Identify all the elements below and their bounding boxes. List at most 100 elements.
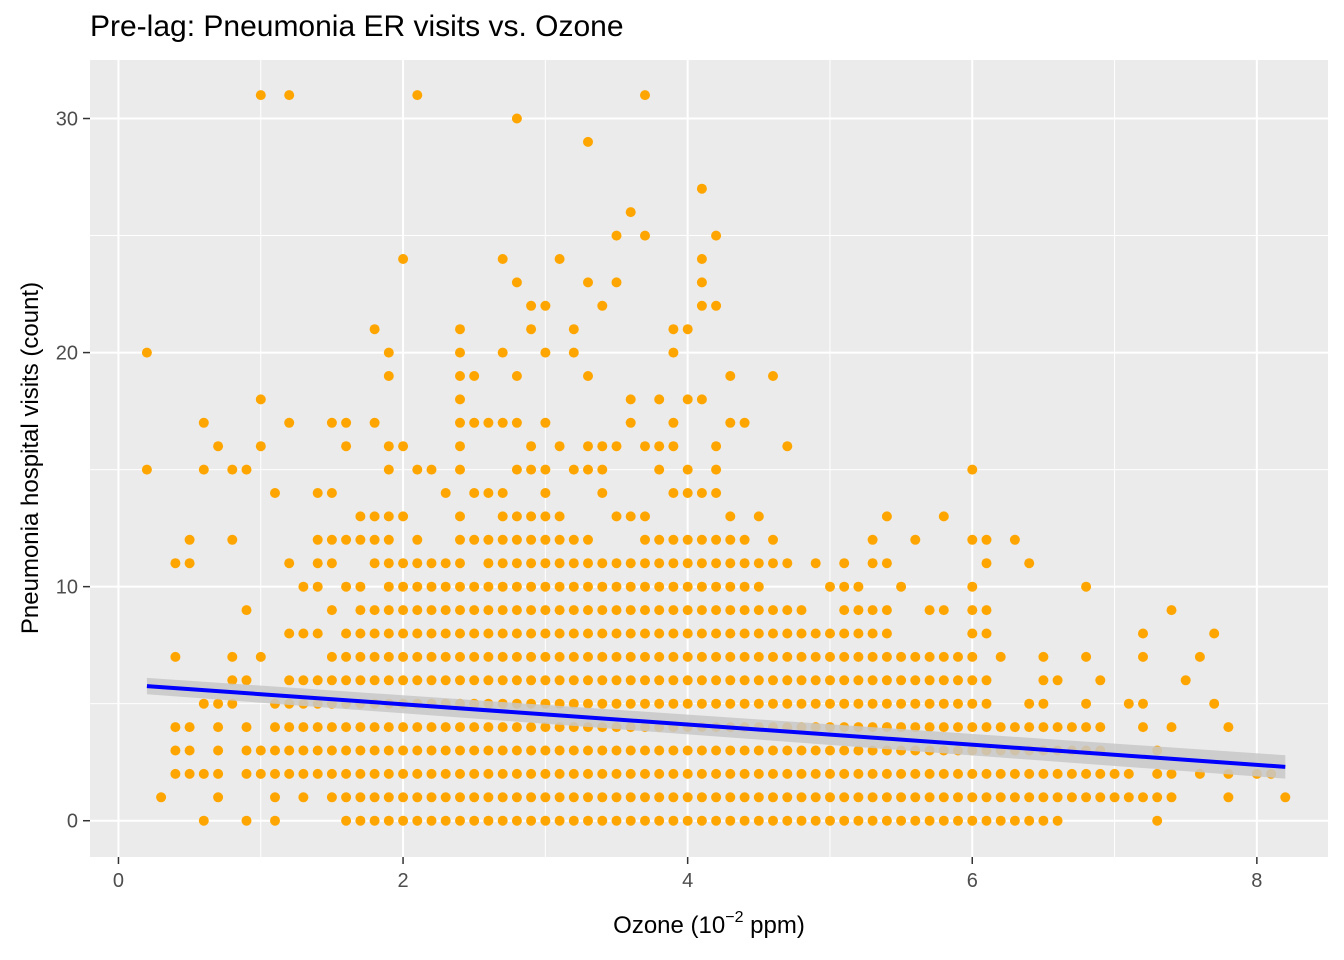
data-point bbox=[725, 417, 736, 428]
data-point bbox=[953, 651, 963, 662]
data-point bbox=[825, 675, 835, 686]
data-point bbox=[255, 441, 266, 452]
data-point bbox=[640, 230, 650, 241]
data-point bbox=[825, 768, 835, 779]
data-point bbox=[455, 651, 465, 662]
data-point bbox=[540, 722, 551, 733]
data-point bbox=[1024, 698, 1035, 709]
data-point bbox=[711, 745, 722, 756]
data-point bbox=[326, 558, 337, 569]
data-point bbox=[426, 605, 437, 616]
data-point bbox=[483, 581, 494, 592]
data-point bbox=[483, 722, 494, 733]
trend-line bbox=[146, 684, 1286, 769]
data-point bbox=[398, 511, 409, 522]
data-point bbox=[469, 651, 480, 662]
data-point bbox=[711, 488, 722, 498]
data-point bbox=[796, 792, 807, 803]
data-point bbox=[383, 441, 394, 452]
data-point bbox=[554, 745, 565, 756]
data-point bbox=[455, 558, 465, 569]
data-point bbox=[554, 534, 565, 545]
data-point bbox=[511, 815, 522, 826]
data-point bbox=[611, 675, 622, 686]
data-point bbox=[1052, 815, 1063, 826]
data-point bbox=[412, 464, 423, 475]
data-point bbox=[398, 605, 409, 616]
data-point bbox=[241, 675, 252, 686]
data-point bbox=[497, 511, 508, 522]
data-point bbox=[398, 651, 409, 662]
data-point bbox=[725, 511, 736, 522]
data-point bbox=[455, 722, 465, 733]
data-point bbox=[597, 581, 608, 592]
data-point bbox=[511, 605, 522, 616]
data-point bbox=[440, 722, 451, 733]
data-point bbox=[526, 675, 537, 686]
data-point bbox=[597, 300, 608, 311]
data-point bbox=[696, 792, 707, 803]
data-point bbox=[839, 558, 850, 569]
data-point bbox=[1123, 698, 1134, 709]
data-point bbox=[526, 558, 537, 569]
data-point bbox=[469, 722, 480, 733]
data-point bbox=[867, 628, 878, 639]
data-point bbox=[184, 722, 195, 733]
data-point bbox=[497, 488, 508, 498]
data-point bbox=[654, 792, 665, 803]
data-point bbox=[526, 768, 537, 779]
data-point bbox=[1166, 768, 1177, 779]
data-point bbox=[967, 581, 978, 592]
data-point bbox=[426, 815, 437, 826]
data-point bbox=[298, 768, 309, 779]
data-point bbox=[867, 698, 878, 709]
data-point bbox=[696, 745, 707, 756]
data-point bbox=[412, 745, 423, 756]
data-point bbox=[839, 628, 850, 639]
data-point bbox=[583, 534, 593, 545]
data-point bbox=[497, 722, 508, 733]
data-point bbox=[1109, 768, 1120, 779]
data-point bbox=[981, 815, 992, 826]
data-point bbox=[184, 534, 195, 545]
data-point bbox=[455, 347, 465, 358]
data-point bbox=[640, 558, 650, 569]
data-point bbox=[227, 464, 238, 475]
data-point bbox=[198, 768, 209, 779]
data-point bbox=[483, 417, 494, 428]
data-point bbox=[213, 698, 224, 709]
data-point bbox=[839, 581, 850, 592]
data-point bbox=[198, 698, 209, 709]
data-point bbox=[1166, 722, 1177, 733]
data-point bbox=[568, 464, 579, 475]
data-point bbox=[526, 792, 537, 803]
data-point bbox=[853, 745, 864, 756]
data-point bbox=[881, 675, 892, 686]
data-point bbox=[383, 628, 394, 639]
data-point bbox=[625, 511, 636, 522]
data-point bbox=[455, 464, 465, 475]
data-point bbox=[995, 815, 1006, 826]
data-point bbox=[1052, 675, 1063, 686]
data-point bbox=[938, 651, 949, 662]
data-point bbox=[554, 581, 565, 592]
data-point bbox=[668, 675, 679, 686]
data-point bbox=[270, 722, 280, 733]
data-point bbox=[796, 675, 807, 686]
data-point bbox=[426, 558, 437, 569]
data-point bbox=[398, 558, 409, 569]
data-point bbox=[540, 534, 551, 545]
data-point bbox=[1081, 651, 1092, 662]
data-point bbox=[981, 722, 992, 733]
data-point bbox=[583, 675, 593, 686]
data-point bbox=[853, 698, 864, 709]
data-point bbox=[583, 651, 593, 662]
y-axis-title: Pneumonia hospital visits (count) bbox=[17, 282, 44, 634]
data-point bbox=[625, 675, 636, 686]
data-point bbox=[412, 558, 423, 569]
data-point bbox=[938, 768, 949, 779]
data-point bbox=[398, 675, 409, 686]
data-point bbox=[796, 605, 807, 616]
data-point bbox=[341, 534, 352, 545]
data-point bbox=[554, 605, 565, 616]
